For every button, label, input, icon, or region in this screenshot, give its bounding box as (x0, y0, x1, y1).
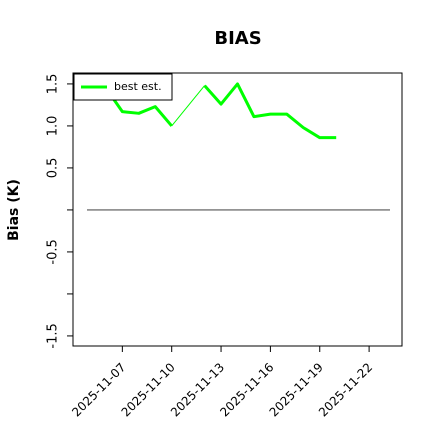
y-tick-label: -0.5 (46, 239, 61, 264)
y-axis-label: Bias (K) (6, 179, 22, 241)
legend-label: best est. (114, 80, 162, 93)
legend: best est. (73, 73, 173, 101)
y-tick-label: -1.5 (46, 323, 61, 348)
series-line (104, 87, 173, 127)
gap-connector (171, 85, 205, 127)
y-tick-label: 1.5 (46, 74, 61, 95)
x-tick-label: 2025-11-22 (316, 360, 375, 419)
y-tick-label: 0.5 (46, 158, 61, 179)
y-tick-label: 1.0 (46, 116, 61, 137)
series-line (203, 82, 337, 140)
chart-title: BIAS (214, 28, 261, 49)
